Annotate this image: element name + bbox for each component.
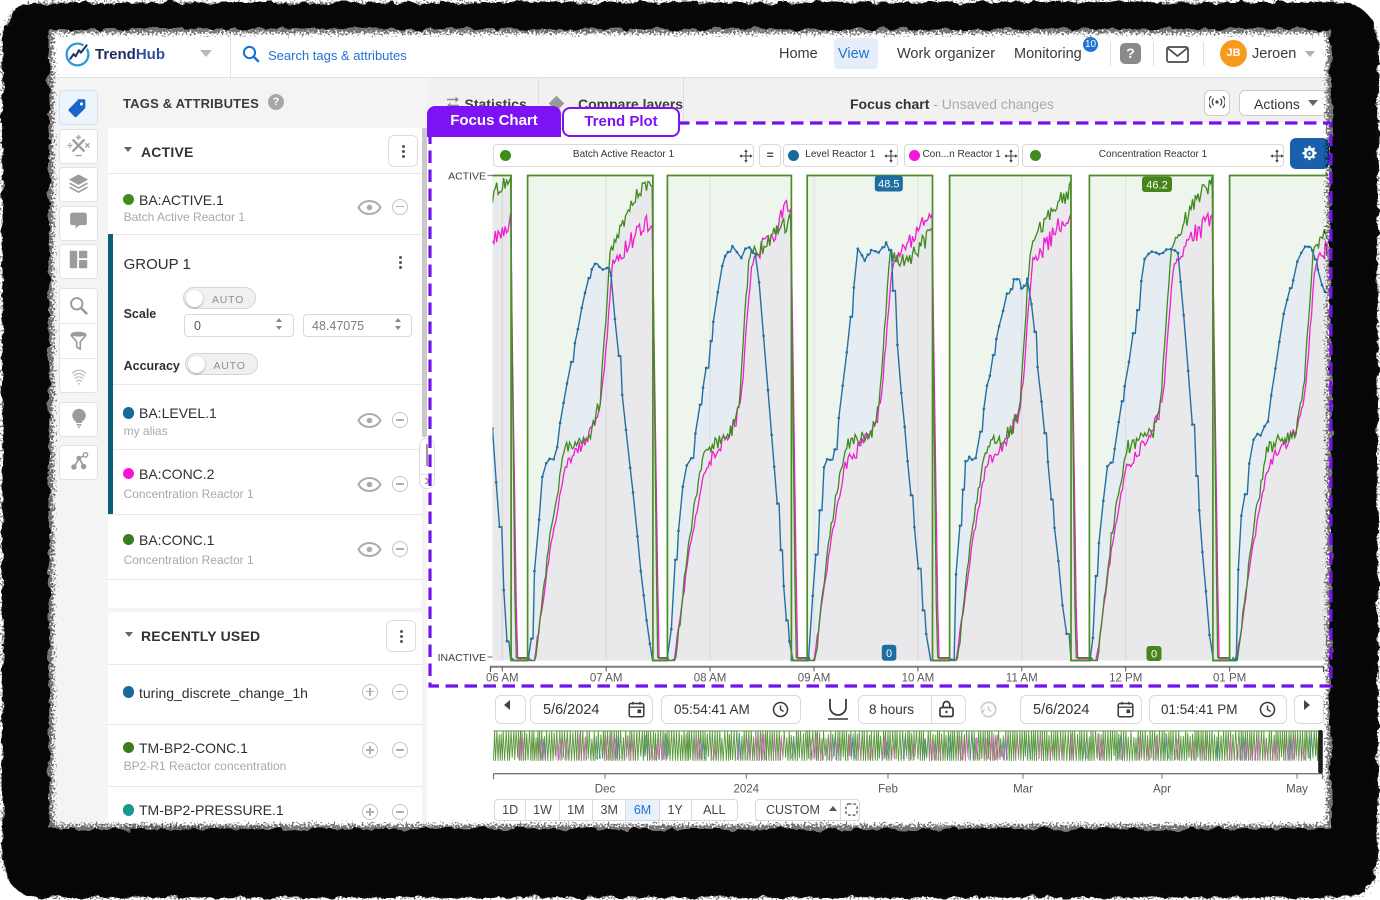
svg-text:0: 0 <box>886 648 892 660</box>
svg-text:Apr: Apr <box>1153 784 1171 796</box>
svg-text:48.5: 48.5 <box>878 179 899 191</box>
svg-text:46.2: 46.2 <box>1146 179 1167 191</box>
svg-text:Dec: Dec <box>595 784 616 796</box>
svg-text:2024: 2024 <box>734 784 760 796</box>
svg-text:ACTIVE: ACTIVE <box>448 171 486 183</box>
svg-text:09 AM: 09 AM <box>798 673 831 685</box>
svg-text:08 AM: 08 AM <box>694 673 727 685</box>
svg-text:May: May <box>1286 784 1308 796</box>
svg-text:01 PM: 01 PM <box>1213 673 1246 685</box>
svg-text:07 AM: 07 AM <box>590 673 623 685</box>
svg-text:12 PM: 12 PM <box>1109 673 1142 685</box>
svg-text:Feb: Feb <box>878 784 898 796</box>
svg-text:11 AM: 11 AM <box>1006 673 1038 685</box>
svg-text:INACTIVE: INACTIVE <box>438 652 486 664</box>
svg-text:10 AM: 10 AM <box>902 673 935 685</box>
svg-text:06 AM: 06 AM <box>486 673 519 685</box>
svg-text:Mar: Mar <box>1013 784 1033 796</box>
svg-text:0: 0 <box>1151 649 1157 661</box>
